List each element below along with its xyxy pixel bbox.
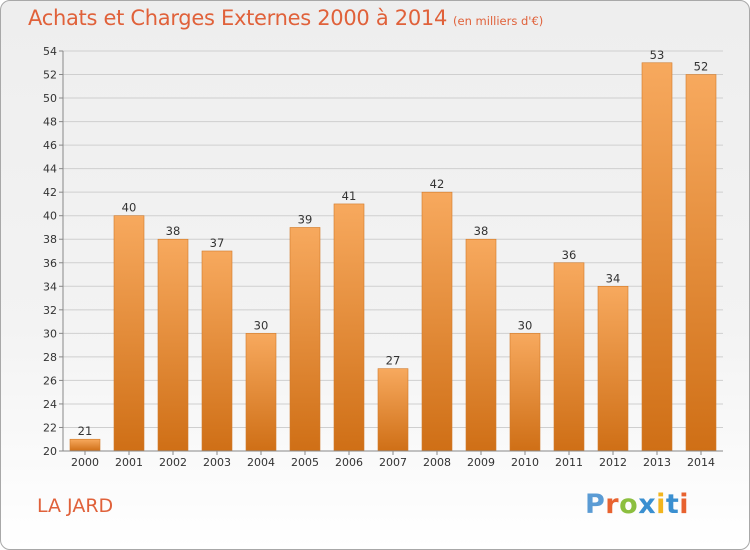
x-tick-label: 2011 [555, 456, 583, 469]
bar-2003 [201, 250, 233, 452]
x-tick-label: 2000 [71, 456, 99, 469]
value-label: 38 [166, 224, 181, 238]
value-label: 40 [122, 201, 137, 215]
y-tick-label: 38 [43, 233, 57, 246]
x-tick-label: 2012 [599, 456, 627, 469]
bar-2008 [421, 191, 453, 452]
y-tick-label: 30 [43, 327, 57, 340]
value-label: 41 [342, 189, 357, 203]
logo-letter: o [619, 489, 639, 520]
bar-2005 [289, 227, 321, 452]
x-tick-label: 2007 [379, 456, 407, 469]
chart-title-text: Achats et Charges Externes 2000 à 2014 [28, 6, 448, 30]
y-tick-label: 28 [43, 351, 57, 364]
chart-title: Achats et Charges Externes 2000 à 2014 (e… [28, 6, 543, 30]
x-tick-label: 2013 [643, 456, 671, 469]
logo-letter: r [605, 489, 620, 520]
bar-layer: 21 40 38 37 30 39 41 27 42 38 30 36 34 53 52 [69, 48, 717, 452]
proxiti-logo: Proxiti [585, 489, 689, 520]
bar-2002 [157, 238, 189, 452]
x-tick-label: 2008 [423, 456, 451, 469]
logo-letter: t [665, 489, 680, 520]
bar-2001 [113, 215, 145, 452]
bar-2012 [597, 285, 629, 452]
bar-2004 [245, 333, 277, 452]
value-label: 38 [474, 224, 489, 238]
y-tick-label: 40 [43, 210, 57, 223]
x-tick-label: 2002 [159, 456, 187, 469]
y-tick-label: 20 [43, 445, 57, 458]
x-tick-label: 2003 [203, 456, 231, 469]
value-label: 27 [386, 354, 401, 368]
bar-2010 [509, 333, 541, 452]
x-tick-label: 2010 [511, 456, 539, 469]
value-label: 21 [78, 424, 93, 438]
x-tick-label: 2004 [247, 456, 275, 469]
chart-subtitle: (en milliers d'€) [453, 14, 544, 28]
bar-2013 [641, 62, 673, 452]
y-tick-label: 22 [43, 421, 57, 434]
value-label: 30 [254, 318, 269, 332]
axis-layer: 20 22 24 26 28 30 32 34 36 38 40 42 44 46 48 50 52 54 2000… [43, 45, 723, 469]
y-tick-label: 48 [43, 116, 57, 129]
y-tick-label: 46 [43, 139, 57, 152]
value-label: 34 [606, 271, 621, 285]
bar-2006 [333, 203, 365, 452]
value-label: 30 [518, 318, 533, 332]
x-tick-label: 2006 [335, 456, 363, 469]
y-tick-label: 54 [43, 45, 57, 58]
value-label: 39 [298, 212, 313, 226]
logo-letter: i [656, 489, 666, 520]
bar-2014 [685, 74, 717, 452]
bar-2009 [465, 238, 497, 452]
bar-2007 [377, 368, 409, 452]
y-tick-label: 36 [43, 257, 57, 270]
value-label: 37 [210, 236, 225, 250]
x-tick-label: 2014 [687, 456, 715, 469]
logo-letter: x [638, 489, 657, 520]
y-tick-label: 44 [43, 163, 57, 176]
value-label: 36 [562, 248, 577, 262]
y-tick-label: 26 [43, 374, 57, 387]
x-tick-label: 2001 [115, 456, 143, 469]
y-tick-label: 50 [43, 92, 57, 105]
value-label: 53 [650, 48, 665, 62]
y-tick-label: 52 [43, 69, 57, 82]
value-label: 42 [430, 177, 445, 191]
x-tick-label: 2009 [467, 456, 495, 469]
bar-2011 [553, 262, 585, 452]
y-tick-label: 42 [43, 186, 57, 199]
value-label: 52 [694, 60, 709, 74]
y-tick-label: 24 [43, 398, 57, 411]
y-tick-label: 32 [43, 304, 57, 317]
y-tick-label: 34 [43, 280, 57, 293]
logo-letter: P [585, 489, 606, 520]
bar-2000 [69, 438, 101, 452]
place-name: LA JARD [37, 495, 114, 517]
x-tick-label: 2005 [291, 456, 319, 469]
logo-letter: i [679, 489, 690, 520]
